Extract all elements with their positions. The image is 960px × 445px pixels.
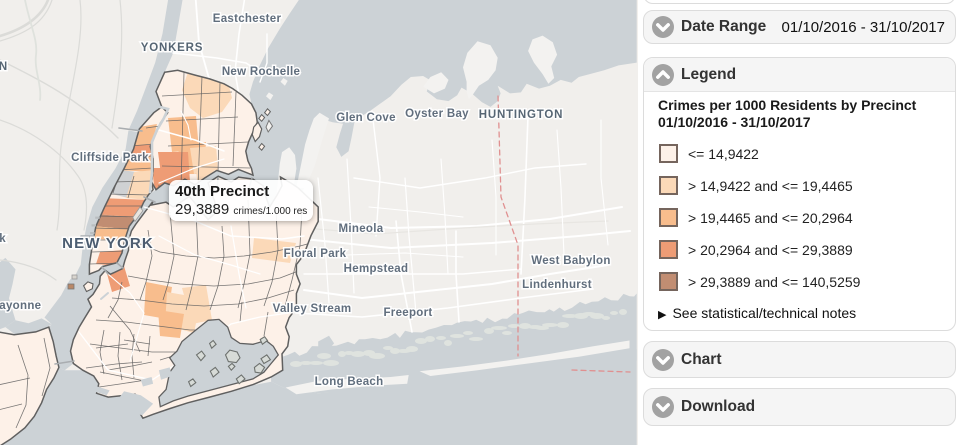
svg-text:Valley Stream: Valley Stream	[273, 303, 352, 315]
svg-text:Glen Cove: Glen Cove	[336, 112, 396, 124]
svg-text:NEW YORK: NEW YORK	[62, 235, 154, 252]
svg-text:West Babylon: West Babylon	[531, 255, 610, 267]
svg-text:Lindenhurst: Lindenhurst	[522, 279, 592, 291]
svg-text:HUNTINGTON: HUNTINGTON	[479, 109, 563, 121]
svg-text:YONKERS: YONKERS	[141, 42, 203, 54]
svg-text:Newark: Newark	[0, 233, 6, 245]
svg-text:N: N	[0, 61, 8, 73]
svg-text:Cliffside Park: Cliffside Park	[71, 152, 149, 164]
svg-text:Oyster Bay: Oyster Bay	[405, 108, 469, 120]
svg-text:Mineola: Mineola	[339, 223, 384, 235]
svg-text:Long Beach: Long Beach	[315, 376, 384, 388]
svg-text:Floral Park: Floral Park	[284, 248, 347, 260]
svg-text:Eastchester: Eastchester	[213, 13, 282, 25]
svg-text:Freeport: Freeport	[383, 307, 432, 319]
svg-text:Bayonne: Bayonne	[0, 300, 41, 312]
svg-text:Hempstead: Hempstead	[344, 263, 409, 275]
svg-text:New Rochelle: New Rochelle	[222, 66, 300, 78]
